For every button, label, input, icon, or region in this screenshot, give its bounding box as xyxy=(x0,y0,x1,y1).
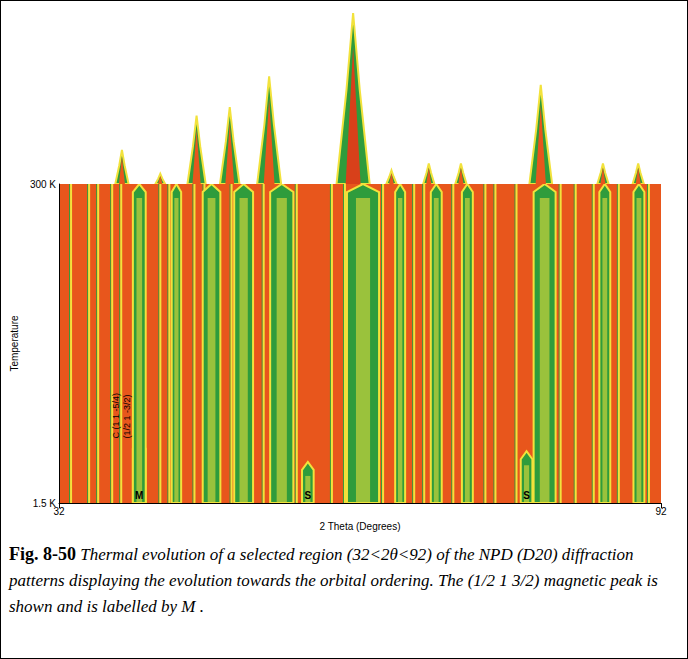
svg-text:S: S xyxy=(523,490,530,501)
html-text:Fig. 8-50 Thermal evolution of: Fig. 8-50 Thermal evolution of a selecte… xyxy=(9,544,658,616)
svg-text:C (1 1 -5/4): C (1 1 -5/4) xyxy=(111,393,121,439)
svg-text:300 K: 300 K xyxy=(30,179,56,190)
svg-text:M: M xyxy=(135,490,143,501)
svg-text:Temperature: Temperature xyxy=(9,315,20,372)
svg-text:2 Theta (Degrees): 2 Theta (Degrees) xyxy=(320,521,401,532)
svg-text:(1/2 1 -3/2): (1/2 1 -3/2) xyxy=(122,395,132,439)
svg-text:1.5 K: 1.5 K xyxy=(32,497,56,509)
svg-text:92: 92 xyxy=(655,506,667,517)
svg-text:32: 32 xyxy=(53,506,65,517)
svg-text:S: S xyxy=(305,490,312,501)
